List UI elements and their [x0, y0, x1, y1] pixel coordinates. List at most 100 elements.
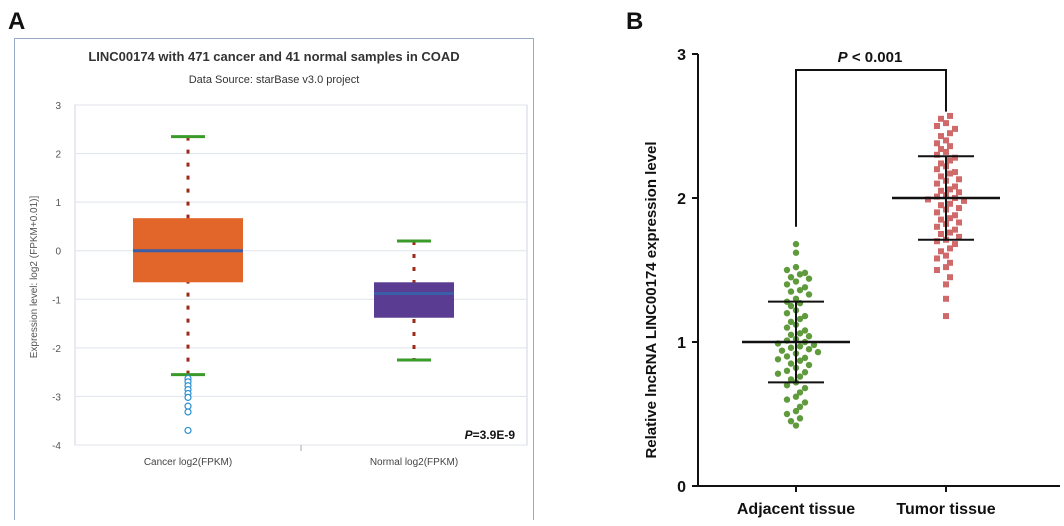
box-plot-chart: LINC00174 with 471 cancer and 41 normal … [29, 49, 528, 468]
significance-bracket [795, 69, 947, 227]
outlier-point [184, 393, 192, 401]
box-plot-panel: LINC00174 with 471 cancer and 41 normal … [14, 38, 534, 520]
data-point-adjacent [783, 353, 791, 360]
data-point-tumor [952, 169, 958, 176]
data-point-tumor [947, 143, 953, 150]
data-point-tumor [938, 202, 944, 209]
data-point-adjacent [792, 249, 800, 256]
y-axis-label: Expression level: log2 (FPKM+0.01)] [29, 195, 40, 358]
data-point-adjacent [796, 403, 804, 410]
data-point-tumor [947, 170, 953, 177]
p-value: =3.9E-9 [473, 428, 516, 442]
data-point-tumor [934, 209, 940, 216]
data-point-adjacent [805, 291, 813, 298]
y-tick-label-b: 1 [677, 335, 686, 352]
data-point-tumor [943, 120, 949, 127]
data-point-tumor [956, 219, 962, 226]
data-point-adjacent [796, 286, 804, 294]
data-point-adjacent [801, 269, 809, 277]
data-point-tumor [943, 295, 949, 302]
data-point-adjacent [796, 389, 804, 396]
data-point-adjacent [792, 240, 800, 248]
data-point-tumor [952, 212, 958, 219]
data-point-adjacent [792, 393, 800, 400]
data-point-adjacent [805, 333, 813, 340]
data-point-adjacent [783, 266, 791, 274]
scatter-plot-panel: Relative lncRNA LINC00174 expression lev… [620, 30, 1064, 520]
y-axis-label-b: Relative lncRNA LINC00174 expression lev… [643, 141, 660, 458]
data-point-tumor [956, 176, 962, 183]
data-point-adjacent [796, 373, 804, 380]
data-point-adjacent [787, 288, 795, 295]
data-point-tumor [938, 133, 944, 140]
chart-subtitle: Data Source: starBase v3.0 project [189, 74, 360, 86]
data-point-tumor [947, 112, 953, 119]
data-point-tumor [943, 148, 949, 155]
data-point-adjacent [787, 376, 795, 383]
data-point-tumor [943, 313, 949, 320]
data-point-tumor [952, 125, 958, 132]
data-point-tumor [952, 226, 958, 233]
y-tick-label: -4 [52, 441, 61, 452]
data-point-adjacent [805, 361, 813, 369]
outlier-point [184, 402, 192, 410]
data-point-tumor [961, 197, 967, 204]
p-symbol-b: P [838, 49, 849, 66]
data-point-tumor [934, 180, 940, 187]
data-point-adjacent [783, 382, 791, 389]
data-point-tumor [956, 205, 962, 212]
data-point-tumor [938, 173, 944, 180]
data-point-adjacent [810, 341, 818, 349]
panel-letter-b: B [626, 8, 644, 35]
data-point-tumor [934, 255, 940, 262]
data-point-tumor [934, 193, 940, 200]
y-tick-label: 0 [55, 247, 61, 258]
data-point-adjacent [783, 310, 791, 317]
data-point-adjacent [796, 415, 804, 422]
data-point-adjacent [796, 271, 804, 278]
y-tick-label: 1 [55, 198, 61, 209]
p-symbol: P [465, 428, 474, 442]
data-point-adjacent [787, 331, 795, 338]
data-point-adjacent [787, 418, 795, 425]
data-point-adjacent [801, 399, 809, 406]
x-category-label: Cancer log2(FPKM) [144, 457, 232, 468]
data-point-tumor [947, 274, 953, 281]
data-point-adjacent [792, 422, 800, 429]
data-point-adjacent [783, 281, 791, 288]
data-point-tumor [943, 137, 949, 144]
data-point-tumor [947, 186, 953, 193]
data-point-tumor [934, 140, 940, 147]
data-point-tumor [934, 223, 940, 230]
data-point-tumor [934, 267, 940, 273]
data-point-adjacent [796, 343, 804, 350]
data-point-tumor [938, 115, 944, 122]
data-point-adjacent [783, 367, 791, 374]
data-point-tumor [938, 248, 944, 255]
data-point-tumor [947, 229, 953, 236]
y-tick-label: 3 [55, 101, 61, 112]
y-tick-label: 2 [55, 150, 61, 161]
data-point-adjacent [801, 354, 809, 362]
data-point-tumor [934, 151, 940, 158]
data-point-adjacent [783, 324, 791, 331]
data-point-tumor [952, 154, 958, 161]
y-tick-label: -3 [52, 392, 61, 403]
significance-annotation: P < 0.001 [838, 49, 903, 66]
x-category-label-b: Adjacent tissue [737, 501, 855, 518]
data-point-adjacent [792, 407, 800, 415]
data-point-tumor [956, 189, 962, 196]
data-point-adjacent [787, 302, 795, 310]
data-point-tumor [943, 252, 949, 259]
data-point-tumor [952, 241, 958, 248]
data-point-adjacent [805, 346, 813, 353]
data-point-tumor [938, 231, 944, 237]
data-point-tumor [943, 281, 949, 288]
scatter-plot-chart: Relative lncRNA LINC00174 expression lev… [643, 47, 1060, 518]
data-point-adjacent [801, 369, 809, 376]
data-point-tumor [952, 183, 958, 190]
outlier-point [184, 408, 192, 416]
y-tick-label-b: 3 [677, 47, 686, 64]
data-point-tumor [934, 238, 940, 245]
y-tick-label: -1 [52, 295, 61, 306]
